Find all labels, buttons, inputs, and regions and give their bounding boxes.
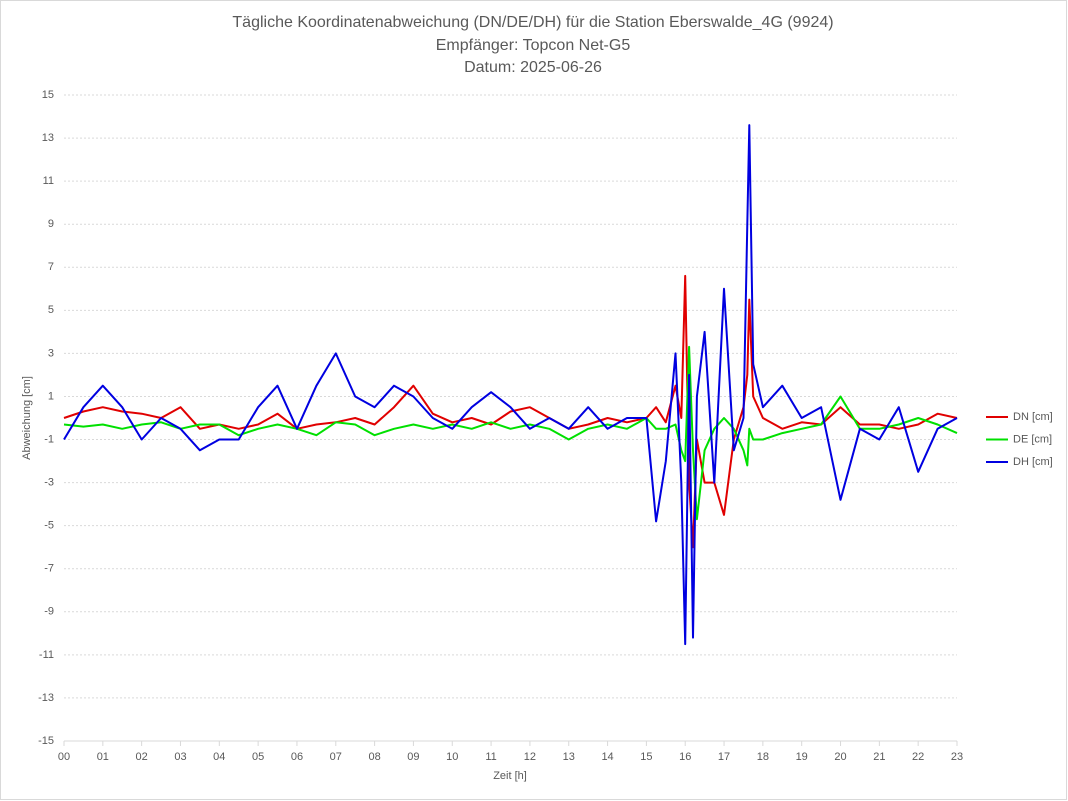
x-tick-label: 10	[446, 751, 458, 763]
x-tick-label: 21	[873, 751, 885, 763]
x-tick-label: 05	[252, 751, 264, 763]
y-tick-label: 11	[43, 175, 54, 187]
x-tick-label: 13	[563, 751, 575, 763]
legend-label: DN [cm]	[1013, 411, 1053, 423]
series-line	[63, 345, 958, 521]
x-tick-label: 23	[951, 751, 963, 763]
x-tick-label: 03	[174, 751, 186, 763]
x-tick-label: 11	[485, 751, 496, 763]
y-tick-label: -1	[44, 433, 54, 445]
y-axis-title: Abweichung [cm]	[21, 376, 33, 460]
x-tick-label: 02	[136, 751, 148, 763]
x-tick-label: 00	[58, 751, 70, 763]
y-tick-label: 9	[48, 218, 54, 230]
series-line	[63, 274, 958, 549]
chart-title: Tägliche Koordinatenabweichung (DN/DE/DH…	[232, 14, 833, 31]
x-axis-title: Zeit [h]	[493, 770, 527, 782]
legend-label: DE [cm]	[1013, 433, 1052, 445]
x-tick-label: 18	[757, 751, 769, 763]
x-tick-label: 20	[834, 751, 846, 763]
x-tick-label: 06	[291, 751, 303, 763]
x-tick-label: 17	[718, 751, 730, 763]
series-line	[63, 124, 958, 646]
y-tick-label: 3	[48, 347, 54, 359]
y-tick-label: 13	[42, 132, 54, 144]
y-tick-label: 15	[42, 89, 54, 101]
y-tick-label: -5	[44, 520, 54, 532]
x-tick-label: 14	[601, 751, 613, 763]
x-tick-label: 22	[912, 751, 924, 763]
x-tick-label: 16	[679, 751, 691, 763]
x-tick-label: 12	[524, 751, 536, 763]
x-tick-label: 09	[407, 751, 419, 763]
y-tick-label: -13	[38, 692, 54, 704]
y-tick-label: 1	[48, 390, 54, 402]
y-tick-label: 5	[48, 304, 54, 316]
y-tick-label: -3	[44, 477, 54, 489]
chart-subtitle: Empfänger: Topcon Net-G5	[436, 37, 631, 54]
x-tick-label: 08	[368, 751, 380, 763]
chart-subtitle: Datum: 2025-06-26	[464, 59, 602, 76]
legend-label: DH [cm]	[1013, 456, 1053, 468]
y-tick-label: -11	[39, 649, 54, 661]
x-tick-label: 07	[330, 751, 342, 763]
x-tick-label: 04	[213, 751, 225, 763]
x-tick-label: 19	[796, 751, 808, 763]
y-tick-label: -15	[38, 735, 54, 747]
y-tick-label: 7	[48, 261, 54, 273]
y-tick-label: -9	[44, 606, 54, 618]
x-tick-label: 15	[640, 751, 652, 763]
x-tick-label: 01	[97, 751, 109, 763]
y-tick-label: -7	[44, 563, 54, 575]
